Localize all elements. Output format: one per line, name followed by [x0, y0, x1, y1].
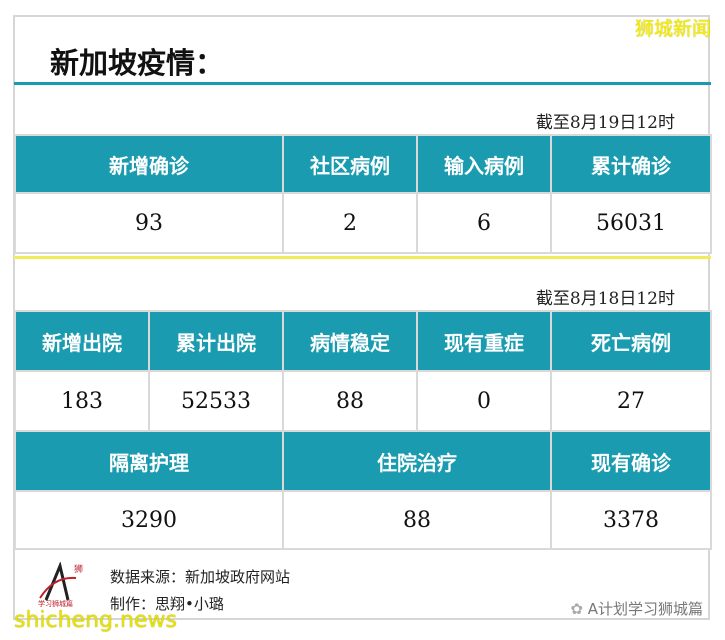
page-title: 新加坡疫情： [50, 46, 225, 80]
svg-text:狮: 狮 [74, 564, 83, 575]
logo-text: 学习狮城篇 [38, 600, 73, 608]
site-watermark: shicheng.news [14, 608, 177, 633]
value-deaths: 27 [550, 370, 712, 432]
header-deaths: 死亡病例 [550, 310, 712, 372]
header-critical: 现有重症 [416, 310, 552, 372]
header-imported: 输入病例 [416, 134, 552, 194]
wechat-icon: ✿ [570, 600, 588, 618]
value-hospitalised: 88 [282, 490, 552, 550]
value-imported: 6 [416, 192, 552, 254]
header-stable: 病情稳定 [282, 310, 418, 372]
value-new-discharged: 183 [14, 370, 150, 432]
value-critical: 0 [416, 370, 552, 432]
value-stable: 88 [282, 370, 418, 432]
publisher-logo: 狮 学习狮城篇 [36, 561, 92, 608]
header-new-cases: 新增确诊 [14, 134, 284, 194]
value-new-cases: 93 [14, 192, 284, 254]
header-new-discharged: 新增出院 [14, 310, 150, 372]
logo-a-icon: 狮 [39, 561, 83, 601]
wechat-account: ✿ A计划学习狮城篇 [570, 598, 703, 619]
value-total-cases: 56031 [550, 192, 712, 254]
brand-watermark: 狮城新闻 [634, 18, 711, 40]
value-community: 2 [282, 192, 418, 254]
account-name: A计划学习狮城篇 [587, 600, 703, 618]
value-total-discharged: 52533 [148, 370, 284, 432]
header-active: 现有确诊 [550, 430, 712, 492]
date-stamp-1: 截至8月19日12时 [535, 113, 675, 133]
author-credit: 制作：思翔•小璐 [110, 595, 224, 613]
header-hospitalised: 住院治疗 [282, 430, 552, 492]
section-divider [14, 256, 711, 259]
data-source: 数据来源：新加坡政府网站 [110, 568, 291, 586]
header-total-cases: 累计确诊 [550, 134, 712, 194]
value-active: 3378 [550, 490, 712, 550]
date-stamp-2: 截至8月18日12时 [535, 289, 675, 309]
title-divider [14, 82, 711, 85]
header-isolation: 隔离护理 [14, 430, 284, 492]
header-total-discharged: 累计出院 [148, 310, 284, 372]
header-community: 社区病例 [282, 134, 418, 194]
value-isolation: 3290 [14, 490, 284, 550]
